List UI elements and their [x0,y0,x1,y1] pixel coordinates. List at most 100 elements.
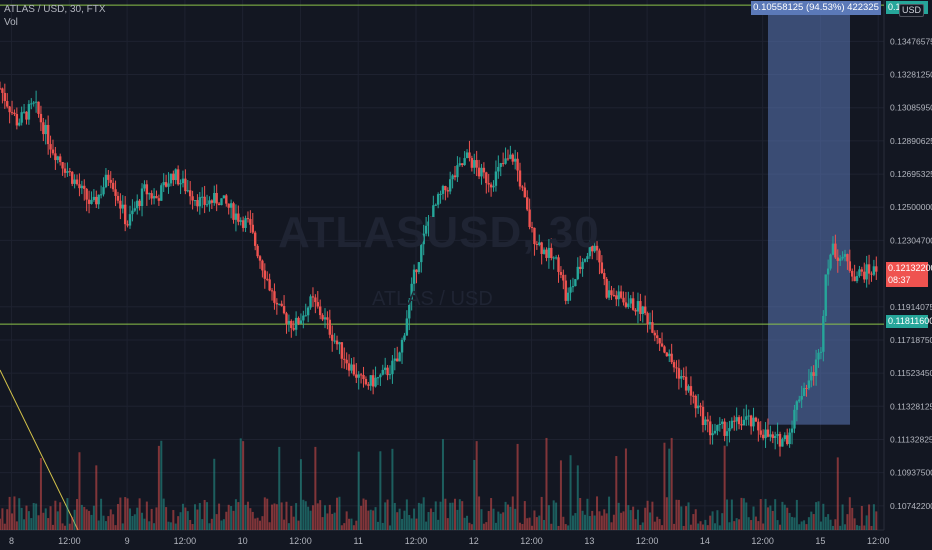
candle-body [58,156,62,163]
volume-bar [490,498,493,530]
volume-bar [410,518,413,530]
volume-bar [514,508,517,530]
volume-bar [401,518,404,530]
candle-body [470,158,474,168]
volume-bar [275,504,278,530]
candle-body [805,387,808,389]
candle-body [675,367,678,369]
volume-bar [714,523,716,530]
candle-body [692,395,695,397]
volume-bar [740,497,743,530]
candle-body [487,183,490,185]
volume-bar [661,525,664,530]
time-tick-label: 14 [700,536,710,546]
currency-badge[interactable]: USD [899,4,925,17]
candle-body [793,409,796,429]
volume-bar [711,511,714,530]
candle-body [526,197,529,210]
candle-body [733,420,736,422]
candle-body [282,306,286,314]
volume-bar [482,523,485,530]
candle-body [143,184,146,189]
volume-bar [316,503,319,530]
volume-bar [795,499,798,530]
volume-bar [83,506,86,530]
volume-bar [834,519,837,530]
volume-bar [675,499,678,530]
volume-bar [858,525,861,530]
volume-bar [576,465,579,530]
candle-body [747,415,750,417]
candle-body [576,266,579,280]
volume-bar [831,525,834,530]
volume-bar [360,505,363,530]
volume-bar [567,525,570,530]
candle-body [668,353,671,357]
volume-bar [571,515,574,530]
candle-body [280,303,283,307]
candle-body [843,254,847,257]
volume-bar [186,511,189,530]
candle-body [588,245,592,257]
candle-body [615,295,618,300]
candle-body [157,198,161,201]
candle-body [769,434,772,437]
time-tick-label: 15 [815,536,825,546]
candle-body [846,254,849,262]
candle-body [261,260,264,271]
volume-bar [355,520,358,530]
candle-body [670,353,673,363]
candle-body [314,297,317,303]
volume-bar [287,523,290,530]
candle-body [677,368,681,379]
time-tick-label: 8 [9,536,14,546]
candle-body [350,364,353,371]
candle-body [439,193,442,195]
candle-body [383,367,387,370]
volume-bar [853,518,856,530]
volume-label[interactable]: Vol [4,17,18,28]
candle-body [545,249,548,258]
volume-bar [766,507,769,530]
price-tick-label: 0.11328125 [890,401,932,411]
volume-bar [600,515,603,530]
candle-body [268,279,271,291]
watermark-pair: ATLAS / USD [372,288,493,310]
candle-body [18,122,21,126]
candle-body [851,270,854,277]
volume-bar [234,499,237,530]
candle-body [391,360,394,375]
candle-body [292,328,295,330]
volume-bar [511,496,514,530]
volume-bar [788,512,791,530]
candle-body [485,172,488,184]
candle-body [362,375,365,380]
candle-body [689,386,693,396]
measure-tool-label[interactable]: 0.10558125 (94.53%) 422325 [751,1,881,15]
candle-body [786,435,789,445]
volume-bar [225,511,228,530]
volume-bar [203,499,206,530]
volume-bar [670,437,673,530]
volume-bar [309,510,312,530]
volume-bar [641,522,644,530]
volume-bar [90,514,93,530]
volume-bar [461,501,464,530]
volume-bar [685,506,688,530]
time-tick-label: 13 [584,536,594,546]
candle-body [473,160,476,168]
price-tick-label: 0.12304700 [890,235,932,245]
candle-body [297,317,300,324]
volume-bar [836,457,839,530]
symbol-title[interactable]: ATLAS / USD, 30, FTX [4,4,106,15]
candle-body [266,278,269,280]
candle-body [83,185,86,189]
volume-bar [112,514,115,530]
candle-body [595,245,599,251]
volume-bar [35,503,38,530]
volume-bar [704,519,707,530]
volume-bar [673,523,676,530]
candle-body [386,367,389,376]
